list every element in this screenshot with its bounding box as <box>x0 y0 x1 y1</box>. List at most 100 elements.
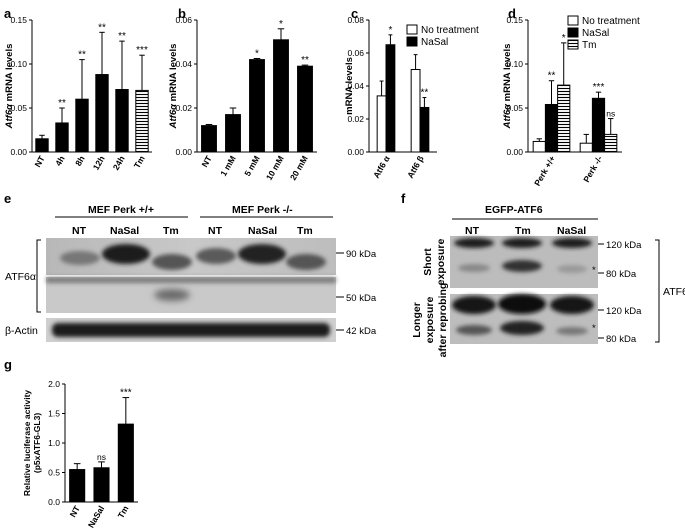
blot-f-band <box>556 327 588 335</box>
blot-f-band <box>500 321 544 335</box>
panel-letter-f: f <box>401 191 406 206</box>
blot-f: EGFP-ATF6 NT Tm NaSal 120 kDa * 80 kDa 1… <box>411 204 685 357</box>
blot-e-protein-label: ATF6α <box>5 271 36 283</box>
x-tick-label: 1 mM <box>218 154 238 178</box>
x-group-label: Atf6 β <box>405 154 426 180</box>
blot-e-band <box>238 244 286 264</box>
blot-f-band <box>502 260 542 272</box>
y-axis-label-gene: Atf6α <box>4 103 15 129</box>
x-group-label: Perk +/+ <box>532 154 557 188</box>
blot-e-lane-5: NaSal <box>248 225 277 237</box>
legend-label: No treatment <box>582 16 640 27</box>
bar <box>532 140 546 153</box>
significance-label: * <box>279 19 283 30</box>
legend-label: NaSal <box>582 28 609 39</box>
legend-swatch <box>406 36 418 47</box>
blot-e-group-2: MEF Perk -/- <box>232 204 293 216</box>
significance-label: ** <box>78 50 86 61</box>
significance-label: *** <box>593 82 605 93</box>
blot-f-protein-label: ATF6α <box>663 286 685 298</box>
blot-f-marker-80-long: 80 kDa <box>606 334 637 345</box>
blot-f-lane-2: Tm <box>515 225 531 237</box>
blot-e-band <box>60 251 100 265</box>
blot-e-loading-label: β-Actin <box>5 325 38 337</box>
x-tick-label: 5 mM <box>242 154 262 178</box>
blot-f-short-label-2: exposure <box>435 238 447 285</box>
y-tick-label: 0.5 <box>48 468 60 478</box>
x-tick-label: NT <box>199 153 214 169</box>
blot-e-lane-6: Tm <box>297 225 313 237</box>
blot-e-actin-band <box>52 323 330 337</box>
significance-label: * <box>255 49 259 60</box>
bar <box>376 95 387 153</box>
blot-e-marker-50: 50 kDa <box>346 293 377 304</box>
x-group-label: Perk -/- <box>581 154 604 184</box>
significance-label: ns <box>606 109 615 119</box>
x-tick-label: 20 mM <box>288 154 310 182</box>
blot-e-lane-2: NaSal <box>110 225 139 237</box>
legend-swatch <box>406 24 418 35</box>
x-tick-label: NT <box>68 503 83 519</box>
blot-e-band <box>286 254 326 270</box>
y-tick-label: 0.04 <box>175 59 192 69</box>
y-tick-label: 1.5 <box>48 409 60 419</box>
y-axis-label: (p5xATF6-GL3) <box>32 413 42 473</box>
y-axis-label: Atf6α mRNA levels <box>168 44 179 130</box>
significance-label: ** <box>301 55 309 66</box>
blot-e-group-1: MEF Perk +/+ <box>88 204 154 216</box>
blot-f-long-label-1: Longer <box>411 302 423 338</box>
y-tick-label: 0.04 <box>347 81 364 91</box>
bar <box>579 142 593 153</box>
x-group-label: Atf6 α <box>371 153 392 180</box>
y-axis-label-rest: mRNA levels <box>4 44 15 104</box>
bar <box>604 133 618 153</box>
bar <box>201 125 217 153</box>
bar <box>385 44 396 153</box>
blot-f-marker-120-short: 120 kDa <box>606 240 642 251</box>
bar <box>117 423 134 503</box>
blot-f-lane-3: NaSal <box>557 225 586 237</box>
y-tick-label: 2.0 <box>48 379 60 389</box>
x-tick-label: 12h <box>91 154 107 172</box>
y-axis-label-gene: Atf6α <box>502 103 513 129</box>
bar <box>135 89 149 153</box>
x-tick-label: Tm <box>132 154 147 170</box>
blot-f-star-long: * <box>592 323 596 334</box>
y-tick-label: 0.00 <box>175 147 192 157</box>
blot-e: MEF Perk +/+ MEF Perk -/- NT NaSal Tm NT… <box>5 204 377 342</box>
y-tick-label: 0.02 <box>347 114 364 124</box>
bar <box>75 98 89 153</box>
y-axis-label-gene: Atf6α <box>168 103 179 129</box>
blot-f-marker-80-short: 80 kDa <box>606 269 637 280</box>
blot-e-band <box>196 248 236 264</box>
bar <box>557 84 571 153</box>
y-tick-label: 0.10 <box>10 59 27 69</box>
blot-f-long-label-3: after reprobing <box>437 283 449 358</box>
blot-e-lane-3: Tm <box>163 225 179 237</box>
significance-label: ** <box>421 88 429 99</box>
blot-f-band <box>550 296 594 314</box>
y-tick-label: 0.10 <box>506 59 523 69</box>
y-axis-label: Atf6α mRNA levels <box>4 44 15 130</box>
bar <box>544 103 559 153</box>
blot-f-long-label-2: exposure <box>424 296 436 343</box>
significance-label: ** <box>98 22 106 33</box>
bar <box>273 39 289 153</box>
bar <box>55 122 69 153</box>
bar <box>69 469 86 503</box>
chart-a: 0.00 0.05 0.10 0.15 Atf6α mRNA levels NT ** 4h *… <box>4 15 152 172</box>
y-tick-label: 0.06 <box>347 48 364 58</box>
x-tick-label: 10 mM <box>264 154 286 182</box>
y-tick-label: 0.00 <box>506 147 523 157</box>
blot-f-short-label-1: Short <box>422 248 434 276</box>
blot-e-lane-1: NT <box>72 225 87 237</box>
blot-e-band <box>102 244 150 264</box>
panel-letter-c: c <box>351 6 358 21</box>
chart-g: 0.0 0.5 1.0 1.5 2.0 Relative luciferase activ… <box>22 379 138 529</box>
bar <box>410 69 421 153</box>
blot-f-band <box>452 296 496 314</box>
panel-letter-d: d <box>508 6 516 21</box>
significance-label: * <box>388 25 392 36</box>
x-tick-label: Tm <box>116 504 131 520</box>
